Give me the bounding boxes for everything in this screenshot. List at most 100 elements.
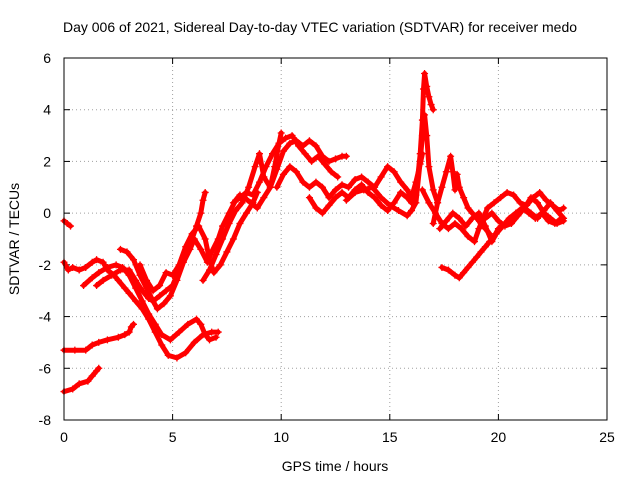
y-tick-label: 6 [43, 50, 51, 66]
data-point [507, 219, 515, 227]
data-point [403, 212, 411, 220]
data-point [277, 129, 285, 137]
data-point [436, 225, 444, 233]
data-point [325, 201, 333, 209]
data-point [197, 320, 205, 328]
data-point [260, 194, 268, 202]
data-point [390, 168, 398, 176]
series-trace [61, 321, 136, 353]
data-point [429, 106, 437, 114]
data-point [173, 276, 181, 284]
data-point [279, 170, 287, 178]
series-trace [81, 262, 219, 343]
y-tick-label: -6 [39, 360, 52, 376]
data-point [394, 207, 402, 215]
data-point [460, 194, 468, 202]
data-point [421, 111, 429, 119]
y-tick-label: -2 [39, 257, 52, 273]
data-point [82, 346, 90, 354]
data-point [136, 261, 144, 269]
data-point [425, 163, 433, 171]
series-track-18 [438, 199, 568, 282]
data-point [206, 336, 214, 344]
data-point [460, 269, 468, 277]
data-point [305, 183, 313, 191]
data-point [332, 194, 339, 202]
series-track-11 [240, 137, 350, 212]
axis-ticks: 0 5 10 15 20 25 -8 -6 -4 -2 0 2 4 6 [39, 50, 615, 445]
data-point [286, 163, 294, 171]
data-point [403, 186, 411, 194]
data-point [103, 336, 111, 344]
data-point [108, 271, 116, 279]
data-point [166, 336, 174, 344]
data-point [332, 186, 339, 194]
data-point [229, 235, 237, 243]
data-point [527, 194, 535, 202]
data-point [494, 217, 502, 225]
data-point [451, 219, 459, 227]
data-point [351, 188, 359, 196]
series-track-3 [60, 320, 138, 354]
data-point [449, 209, 457, 217]
data-point [95, 338, 103, 346]
data-point [201, 331, 209, 339]
data-point [132, 276, 140, 284]
data-point [212, 333, 220, 341]
data-point [520, 204, 528, 212]
data-point [490, 232, 498, 240]
data-point [95, 364, 103, 372]
data-point [255, 178, 263, 186]
data-point [247, 199, 255, 207]
data-point [121, 284, 129, 292]
data-point [286, 139, 294, 147]
data-point [95, 269, 103, 277]
data-point [162, 287, 170, 295]
data-point [318, 209, 326, 217]
data-point [434, 199, 442, 207]
data-point [156, 282, 164, 290]
data-point [451, 271, 459, 279]
data-point [123, 248, 131, 256]
data-point [338, 188, 346, 196]
data-point [253, 204, 261, 212]
plot-frame [63, 57, 608, 421]
data-point [442, 217, 450, 225]
data-point [455, 183, 463, 191]
data-point [138, 297, 146, 305]
data-point [368, 183, 376, 191]
data-point [342, 152, 350, 160]
y-tick-label: 2 [43, 153, 51, 169]
data-point [468, 214, 476, 222]
data-point [334, 173, 342, 181]
data-point [497, 194, 505, 202]
data-point [305, 194, 313, 202]
data-point [384, 163, 392, 171]
data-point [219, 222, 227, 230]
data-point [186, 245, 194, 253]
data-point [484, 204, 492, 212]
data-point [536, 188, 544, 196]
data-point [444, 225, 452, 233]
data-point [201, 235, 209, 243]
data-point [360, 186, 368, 194]
data-point [184, 320, 192, 328]
data-point [397, 178, 405, 186]
data-point [464, 204, 472, 212]
data-point [69, 385, 77, 393]
data-point [255, 150, 263, 158]
data-point [451, 186, 459, 194]
x-tick-label: 5 [169, 429, 177, 445]
data-point [166, 292, 174, 300]
data-point [197, 245, 205, 253]
data-point [457, 225, 465, 233]
x-tick-label: 15 [382, 429, 398, 445]
data-point [397, 188, 405, 196]
data-point [299, 142, 307, 150]
data-point [342, 196, 350, 204]
data-point [542, 196, 550, 204]
data-point [547, 214, 555, 222]
data-point [471, 238, 479, 246]
x-axis-label: GPS time / hours [282, 458, 389, 474]
data-point [455, 274, 463, 282]
